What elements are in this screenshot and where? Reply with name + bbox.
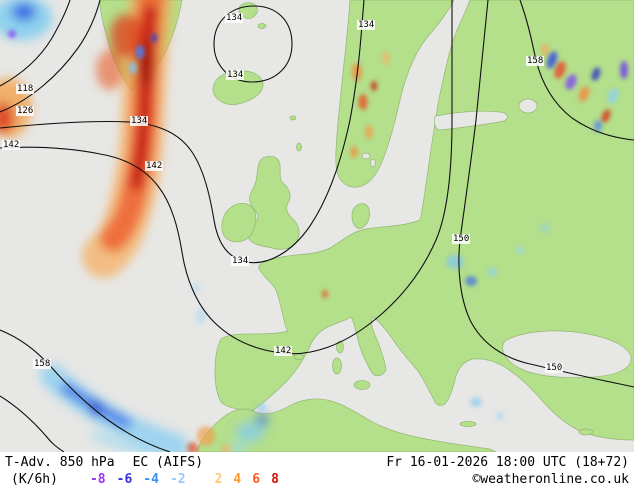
- footer-line-1: T-Adv. 850 hPa EC (AIFS) Fr 16-01-2026 1…: [5, 454, 629, 470]
- model-label: EC (AIFS): [132, 454, 204, 470]
- scale-value: 8: [271, 471, 279, 487]
- scale-value: 4: [233, 471, 242, 487]
- valid-datetime: Fr 16-01-2026 18:00 UTC (18+72): [386, 454, 629, 470]
- scale-value: -6: [116, 471, 133, 487]
- copyright-label: ©weatheronline.co.uk: [472, 471, 629, 487]
- unit-label: (K/6h): [11, 471, 58, 487]
- scale-value: 6: [252, 471, 261, 487]
- cold-advection-layer: [0, 0, 268, 452]
- scale-value: -4: [143, 471, 159, 487]
- scale-value: -2: [169, 471, 186, 487]
- cold-advection-speckles: [8, 30, 628, 420]
- footer-bar: T-Adv. 850 hPa EC (AIFS) Fr 16-01-2026 1…: [0, 452, 634, 490]
- footer-line-2: (K/6h) -8 -6 -4 -2 2 4 6 8 ©weatheronline.co.uk: [5, 471, 629, 487]
- warm-advection-speckles: [186, 44, 611, 452]
- scale-value: 2: [214, 471, 223, 487]
- map-area: 134 134 134 118 126 134 142 142 158 150 134 142 158 1…: [0, 0, 634, 452]
- scale-values: -8 -6 -4 -2 2 4 6 8: [89, 471, 290, 487]
- scale-value: -8: [89, 471, 106, 487]
- map-canvas: [0, 0, 634, 452]
- param-label: T-Adv. 850 hPa: [5, 454, 115, 470]
- inland-seas-layer: [361, 98, 632, 379]
